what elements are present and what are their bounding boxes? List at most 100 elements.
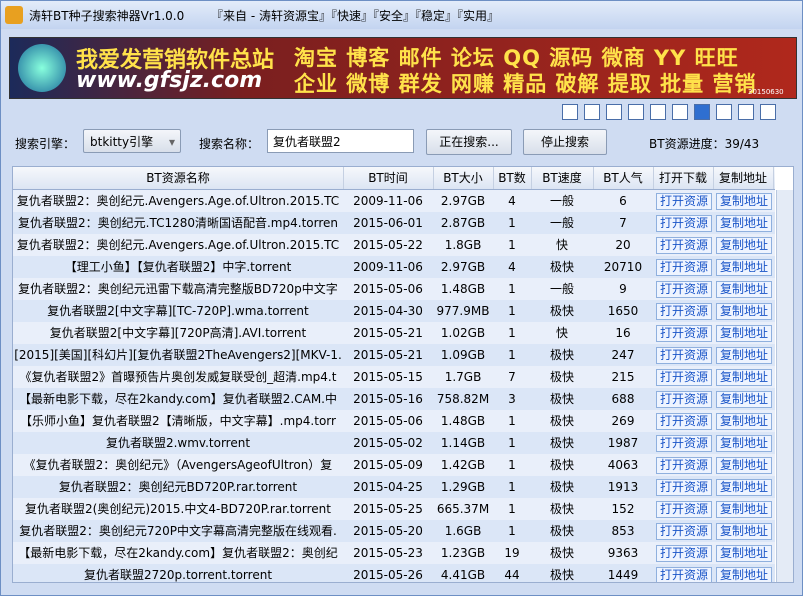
open-button[interactable]: 打开资源 <box>656 523 712 540</box>
column-header: BT数 <box>493 167 532 189</box>
table-cell: 665.37M <box>436 502 490 516</box>
open-button[interactable]: 打开资源 <box>656 303 712 320</box>
open-button[interactable]: 打开资源 <box>656 325 712 342</box>
table-cell: 2009-11-06 <box>353 260 423 274</box>
open-button[interactable]: 打开资源 <box>656 435 712 452</box>
page-square[interactable] <box>650 104 666 120</box>
page-square[interactable] <box>672 104 688 120</box>
open-button[interactable]: 打开资源 <box>656 369 712 386</box>
copy-button[interactable]: 复制地址 <box>716 325 772 342</box>
copy-button[interactable]: 复制地址 <box>716 259 772 276</box>
open-button[interactable]: 打开资源 <box>656 237 712 254</box>
open-button[interactable]: 打开资源 <box>656 347 712 364</box>
table-row: [2015][美国][科幻片][复仇者联盟2TheAvengers2][MKV-… <box>13 344 775 367</box>
page-square[interactable] <box>628 104 644 120</box>
open-button[interactable]: 打开资源 <box>656 281 712 298</box>
table-row: 《复仇者联盟2：奥创纪元》（AvengersAgeofUltron）复 2015-… <box>13 454 775 477</box>
table-cell: 极快 <box>549 392 574 406</box>
page-square[interactable] <box>584 104 600 120</box>
table-cell: 2.87GB <box>440 216 486 230</box>
window-title: 涛轩BT种子搜索神器Vr1.0.0 <box>29 9 185 23</box>
table-cell: 极快 <box>549 458 574 472</box>
copy-button[interactable]: 复制地址 <box>716 347 772 364</box>
table-cell: 2009-11-06 <box>353 194 423 208</box>
table-cell: 1 <box>508 304 516 318</box>
table-cell: 1.09GB <box>440 348 486 362</box>
table-cell: 1 <box>508 238 516 252</box>
table-row: 《复仇者联盟2》首曝预告片奥创发威复联受创_超清.mp4.t 2015-05-15… <box>13 366 775 389</box>
table-cell: 2.97GB <box>440 194 486 208</box>
open-button[interactable]: 打开资源 <box>656 545 712 562</box>
table-cell: 【理工小鱼】【复仇者联盟2】中字.torrent <box>64 260 292 274</box>
open-button[interactable]: 打开资源 <box>656 215 712 232</box>
copy-button[interactable]: 复制地址 <box>716 391 772 408</box>
table-cell: 2015-05-22 <box>353 238 423 252</box>
table-cell: 6 <box>619 194 627 208</box>
stop-button[interactable]: 停止搜索 <box>523 129 607 155</box>
table-cell: 极快 <box>549 546 574 560</box>
table-cell: 1 <box>508 524 516 538</box>
table-cell: 1.6GB <box>444 524 482 538</box>
table-cell: 1.23GB <box>440 546 486 560</box>
scrollbar[interactable] <box>776 190 793 582</box>
copy-button[interactable]: 复制地址 <box>716 435 772 452</box>
table-cell: 1.48GB <box>440 414 486 428</box>
open-button[interactable]: 打开资源 <box>656 501 712 518</box>
open-button[interactable]: 打开资源 <box>656 457 712 474</box>
table-cell: 2015-05-20 <box>353 524 423 538</box>
table-row: 复仇者联盟2：奥创纪元BD720P.rar.torrent 2015-04-25 1… <box>13 476 775 499</box>
page-square[interactable] <box>606 104 622 120</box>
table-cell: 复仇者联盟2：奥创纪元720P中文字幕高清完整版在线观看. <box>19 524 337 538</box>
page-square[interactable] <box>738 104 754 120</box>
copy-button[interactable]: 复制地址 <box>716 413 772 430</box>
engine-select[interactable]: btkitty引擎 ▾ <box>83 129 181 153</box>
table-cell: 688 <box>611 392 635 406</box>
table-cell: 2015-05-02 <box>353 436 423 450</box>
tagline: 『来自 - 涛轩资源宝』『快速』『安全』『稳定』『实用』 <box>211 9 499 23</box>
copy-button[interactable]: 复制地址 <box>716 369 772 386</box>
banner-logo <box>18 44 66 92</box>
copy-button[interactable]: 复制地址 <box>716 479 772 496</box>
banner-words: 企业 微博 群发 网赚 精品 破解 提取 批量 营销 <box>294 72 757 96</box>
copy-button[interactable]: 复制地址 <box>716 215 772 232</box>
open-button[interactable]: 打开资源 <box>656 259 712 276</box>
copy-button[interactable]: 复制地址 <box>716 567 772 582</box>
copy-button[interactable]: 复制地址 <box>716 523 772 540</box>
table-cell: 极快 <box>549 436 574 450</box>
table-cell: 1 <box>508 216 516 230</box>
search-button[interactable]: 正在搜索... <box>426 129 512 155</box>
table-cell: 一般 <box>549 216 574 230</box>
engine-label: 搜索引擎： <box>15 137 76 151</box>
table-cell: 2015-05-21 <box>353 348 423 362</box>
copy-button[interactable]: 复制地址 <box>716 193 772 210</box>
column-header: BT大小 <box>433 167 494 189</box>
table-cell: 16 <box>615 326 631 340</box>
copy-button[interactable]: 复制地址 <box>716 237 772 254</box>
table-cell: 3 <box>508 392 516 406</box>
table-cell: 1.29GB <box>440 480 486 494</box>
copy-button[interactable]: 复制地址 <box>716 501 772 518</box>
copy-button[interactable]: 复制地址 <box>716 457 772 474</box>
page-square[interactable] <box>694 104 710 120</box>
page-square[interactable] <box>716 104 732 120</box>
banner-url: www.gfsjz.com <box>76 68 263 93</box>
table-cell: 2015-06-01 <box>353 216 423 230</box>
page-square[interactable] <box>760 104 776 120</box>
open-button[interactable]: 打开资源 <box>656 193 712 210</box>
page-square[interactable] <box>562 104 578 120</box>
open-button[interactable]: 打开资源 <box>656 567 712 582</box>
table-cell: 44 <box>504 568 520 582</box>
table-cell: 极快 <box>549 260 574 274</box>
table-row: 复仇者联盟2：奥创纪元.TC1280清晰国语配音.mp4.torren 2015-… <box>13 212 775 235</box>
search-input[interactable]: 复仇者联盟2 <box>267 129 414 153</box>
table-cell: 2015-05-16 <box>353 392 423 406</box>
open-button[interactable]: 打开资源 <box>656 391 712 408</box>
open-button[interactable]: 打开资源 <box>656 413 712 430</box>
copy-button[interactable]: 复制地址 <box>716 303 772 320</box>
table-cell: 7 <box>508 370 516 384</box>
table-cell: 20 <box>615 238 631 252</box>
open-button[interactable]: 打开资源 <box>656 479 712 496</box>
table-cell: 1 <box>508 282 516 296</box>
copy-button[interactable]: 复制地址 <box>716 281 772 298</box>
copy-button[interactable]: 复制地址 <box>716 545 772 562</box>
